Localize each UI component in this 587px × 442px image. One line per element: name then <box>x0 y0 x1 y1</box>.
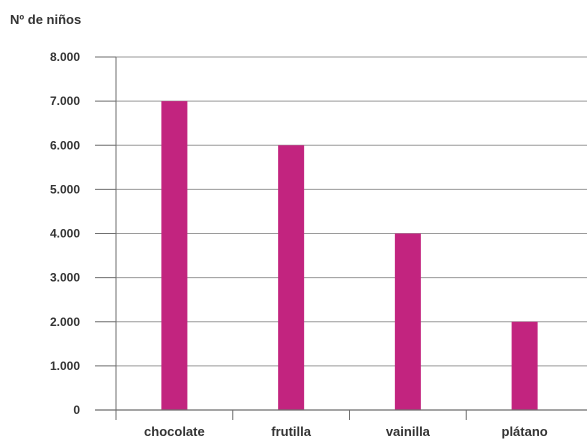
x-category-label: frutilla <box>271 424 311 439</box>
y-tick-label: 8.000 <box>50 50 80 64</box>
y-tick-label: 3.000 <box>50 271 80 285</box>
y-tick-label: 4.000 <box>50 227 80 241</box>
x-category-label: chocolate <box>144 424 205 439</box>
axes <box>95 56 587 420</box>
gridlines <box>116 56 587 367</box>
y-tick-labels: 0 1.000 2.000 3.000 4.000 5.000 6.000 7.000 8.00… <box>50 50 80 417</box>
x-category-labels: chocolate frutilla vainilla plátano <box>144 424 548 439</box>
y-tick-label: 2.000 <box>50 315 80 329</box>
x-category-label: plátano <box>502 424 548 439</box>
bar-vainilla <box>394 233 421 410</box>
y-axis-label: Nº de niños <box>10 12 81 27</box>
bar-chocolate <box>161 101 188 410</box>
y-tick-label: 5.000 <box>50 182 80 196</box>
y-tick-label: 6.000 <box>50 138 80 152</box>
y-tick-label: 1.000 <box>50 359 80 373</box>
bars <box>161 101 538 410</box>
bar-plátano <box>511 321 538 410</box>
x-category-label: vainilla <box>386 424 431 439</box>
bar-frutilla <box>278 145 305 410</box>
y-tick-label: 7.000 <box>50 94 80 108</box>
y-tick-label: 0 <box>73 403 80 417</box>
